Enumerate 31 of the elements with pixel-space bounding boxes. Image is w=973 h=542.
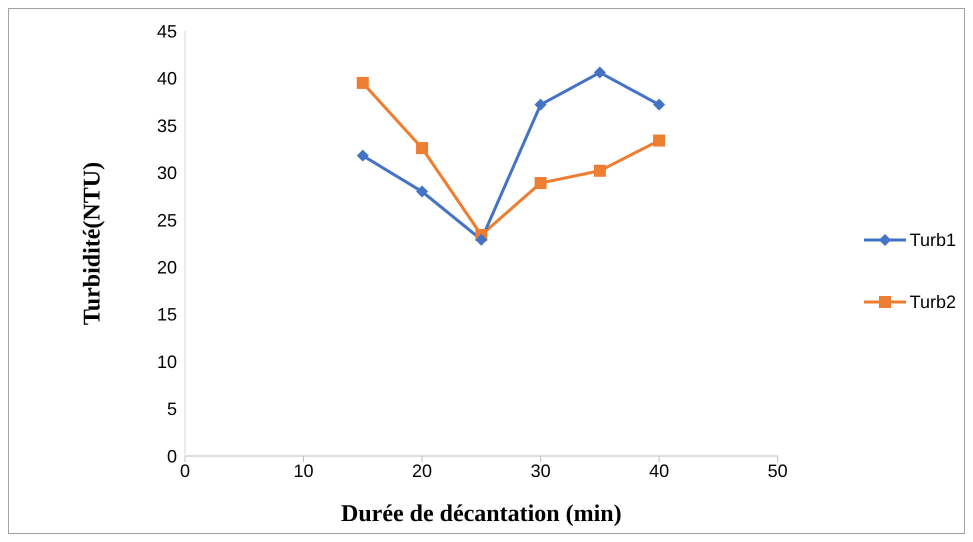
x-tick-label: 50 xyxy=(768,460,788,481)
point xyxy=(356,150,369,162)
y-tick-label: 45 xyxy=(156,21,177,42)
point xyxy=(356,76,369,89)
x-tick-label: 10 xyxy=(294,460,314,481)
point xyxy=(416,186,428,198)
point xyxy=(475,234,488,246)
point xyxy=(653,134,666,147)
point xyxy=(594,66,606,79)
x-axis-title: Durée de décantation (min) xyxy=(341,501,622,527)
y-tick-label: 10 xyxy=(156,352,177,372)
point xyxy=(594,164,606,177)
point xyxy=(416,142,428,154)
legend-label: Turb2 xyxy=(910,291,956,314)
point xyxy=(534,177,547,190)
x-tick-label: 40 xyxy=(649,460,670,481)
x-tick-label: 30 xyxy=(530,460,551,481)
x-tick-label: 20 xyxy=(412,460,432,481)
y-axis-title: Turbidité(NTU) xyxy=(80,162,106,326)
y-tick-label: 25 xyxy=(156,210,177,230)
point xyxy=(653,98,666,111)
y-tick-label: 0 xyxy=(166,446,177,466)
y-tick-label: 35 xyxy=(156,116,177,136)
point xyxy=(534,98,547,111)
legend-label: Turb1 xyxy=(910,229,956,252)
y-tick-label: 5 xyxy=(166,399,177,420)
y-tick-label: 30 xyxy=(156,163,177,184)
y-tick-label: 20 xyxy=(156,258,177,278)
x-tick-label: 0 xyxy=(180,460,190,481)
y-tick-label: 40 xyxy=(156,68,177,89)
y-tick-label: 15 xyxy=(156,304,177,325)
